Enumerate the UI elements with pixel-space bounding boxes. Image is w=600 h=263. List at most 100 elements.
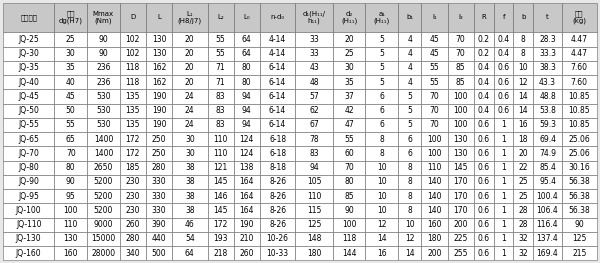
Text: 45: 45 [430,49,439,58]
Bar [146,61,172,75]
Text: t: t [546,14,549,21]
Bar [55,218,87,232]
Text: 7.60: 7.60 [571,78,588,87]
Bar [55,61,87,75]
Text: Mmax
(Nm): Mmax (Nm) [93,11,114,24]
Text: JQ-70: JQ-70 [18,149,39,158]
Bar [562,146,597,161]
Bar [87,75,120,89]
Bar [120,47,146,61]
Bar [332,218,365,232]
Bar [3,218,55,232]
Text: 10: 10 [405,220,415,229]
Bar [55,232,87,246]
Bar [3,32,55,47]
Bar [3,189,55,203]
Text: 32: 32 [518,249,528,258]
Text: 25: 25 [518,178,528,186]
Text: 69.4: 69.4 [539,135,556,144]
Bar [398,47,421,61]
Bar [260,189,295,203]
Bar [87,203,120,218]
Bar [474,161,494,175]
Text: l₁: l₁ [432,14,437,21]
Text: 1: 1 [501,206,506,215]
Text: L: L [157,14,161,21]
Bar [172,246,208,260]
Bar [3,203,55,218]
Bar [332,161,365,175]
Bar [172,47,208,61]
Text: JQ-45: JQ-45 [18,92,39,101]
Text: 0.6: 0.6 [478,135,490,144]
Text: 94: 94 [309,163,319,172]
Text: 60: 60 [344,149,354,158]
Text: 1: 1 [501,235,506,244]
Bar [398,75,421,89]
Text: 100: 100 [427,135,442,144]
Text: 55: 55 [216,49,226,58]
Text: f: f [502,14,505,21]
Text: 330: 330 [152,206,166,215]
Text: JQ-90: JQ-90 [18,178,39,186]
Bar [146,232,172,246]
Text: 64: 64 [185,249,194,258]
Text: 0.6: 0.6 [478,192,490,201]
Text: 160: 160 [64,249,78,258]
Text: 14: 14 [518,92,528,101]
Text: 162: 162 [152,63,166,72]
Bar [513,89,533,104]
Bar [474,232,494,246]
Text: 6-14: 6-14 [269,63,286,72]
Text: 0.2: 0.2 [478,49,490,58]
Text: 43.3: 43.3 [539,78,556,87]
Text: JQ-40: JQ-40 [18,78,39,87]
Text: 10: 10 [377,192,386,201]
Bar [562,189,597,203]
Text: 71: 71 [216,63,226,72]
Bar [146,32,172,47]
Text: 15000: 15000 [91,235,116,244]
Bar [332,75,365,89]
Bar [208,203,233,218]
Text: 140: 140 [427,178,442,186]
Text: 500: 500 [152,249,166,258]
Bar [421,132,448,146]
Bar [3,3,55,32]
Text: 164: 164 [239,178,254,186]
Bar [120,218,146,232]
Text: JQ-25: JQ-25 [19,35,39,44]
Text: 4: 4 [407,49,412,58]
Bar [365,232,398,246]
Bar [295,175,332,189]
Text: JQ-95: JQ-95 [18,192,39,201]
Text: 190: 190 [239,220,254,229]
Bar [3,232,55,246]
Text: 218: 218 [214,249,228,258]
Text: 5: 5 [407,106,412,115]
Bar [513,61,533,75]
Text: 0.4: 0.4 [478,78,490,87]
Text: 6: 6 [407,149,412,158]
Text: 6: 6 [379,120,384,129]
Bar [120,61,146,75]
Bar [533,175,562,189]
Text: 70: 70 [66,149,76,158]
Bar [533,61,562,75]
Bar [513,246,533,260]
Text: 18: 18 [518,135,528,144]
Text: 169.4: 169.4 [536,249,559,258]
Text: 5200: 5200 [94,206,113,215]
Bar [172,132,208,146]
Text: 124: 124 [239,149,254,158]
Text: 137.4: 137.4 [536,235,559,244]
Bar [260,118,295,132]
Bar [87,3,120,32]
Bar [120,175,146,189]
Bar [146,118,172,132]
Bar [208,146,233,161]
Text: 38.3: 38.3 [539,63,556,72]
Bar [146,146,172,161]
Bar [146,218,172,232]
Bar [448,232,474,246]
